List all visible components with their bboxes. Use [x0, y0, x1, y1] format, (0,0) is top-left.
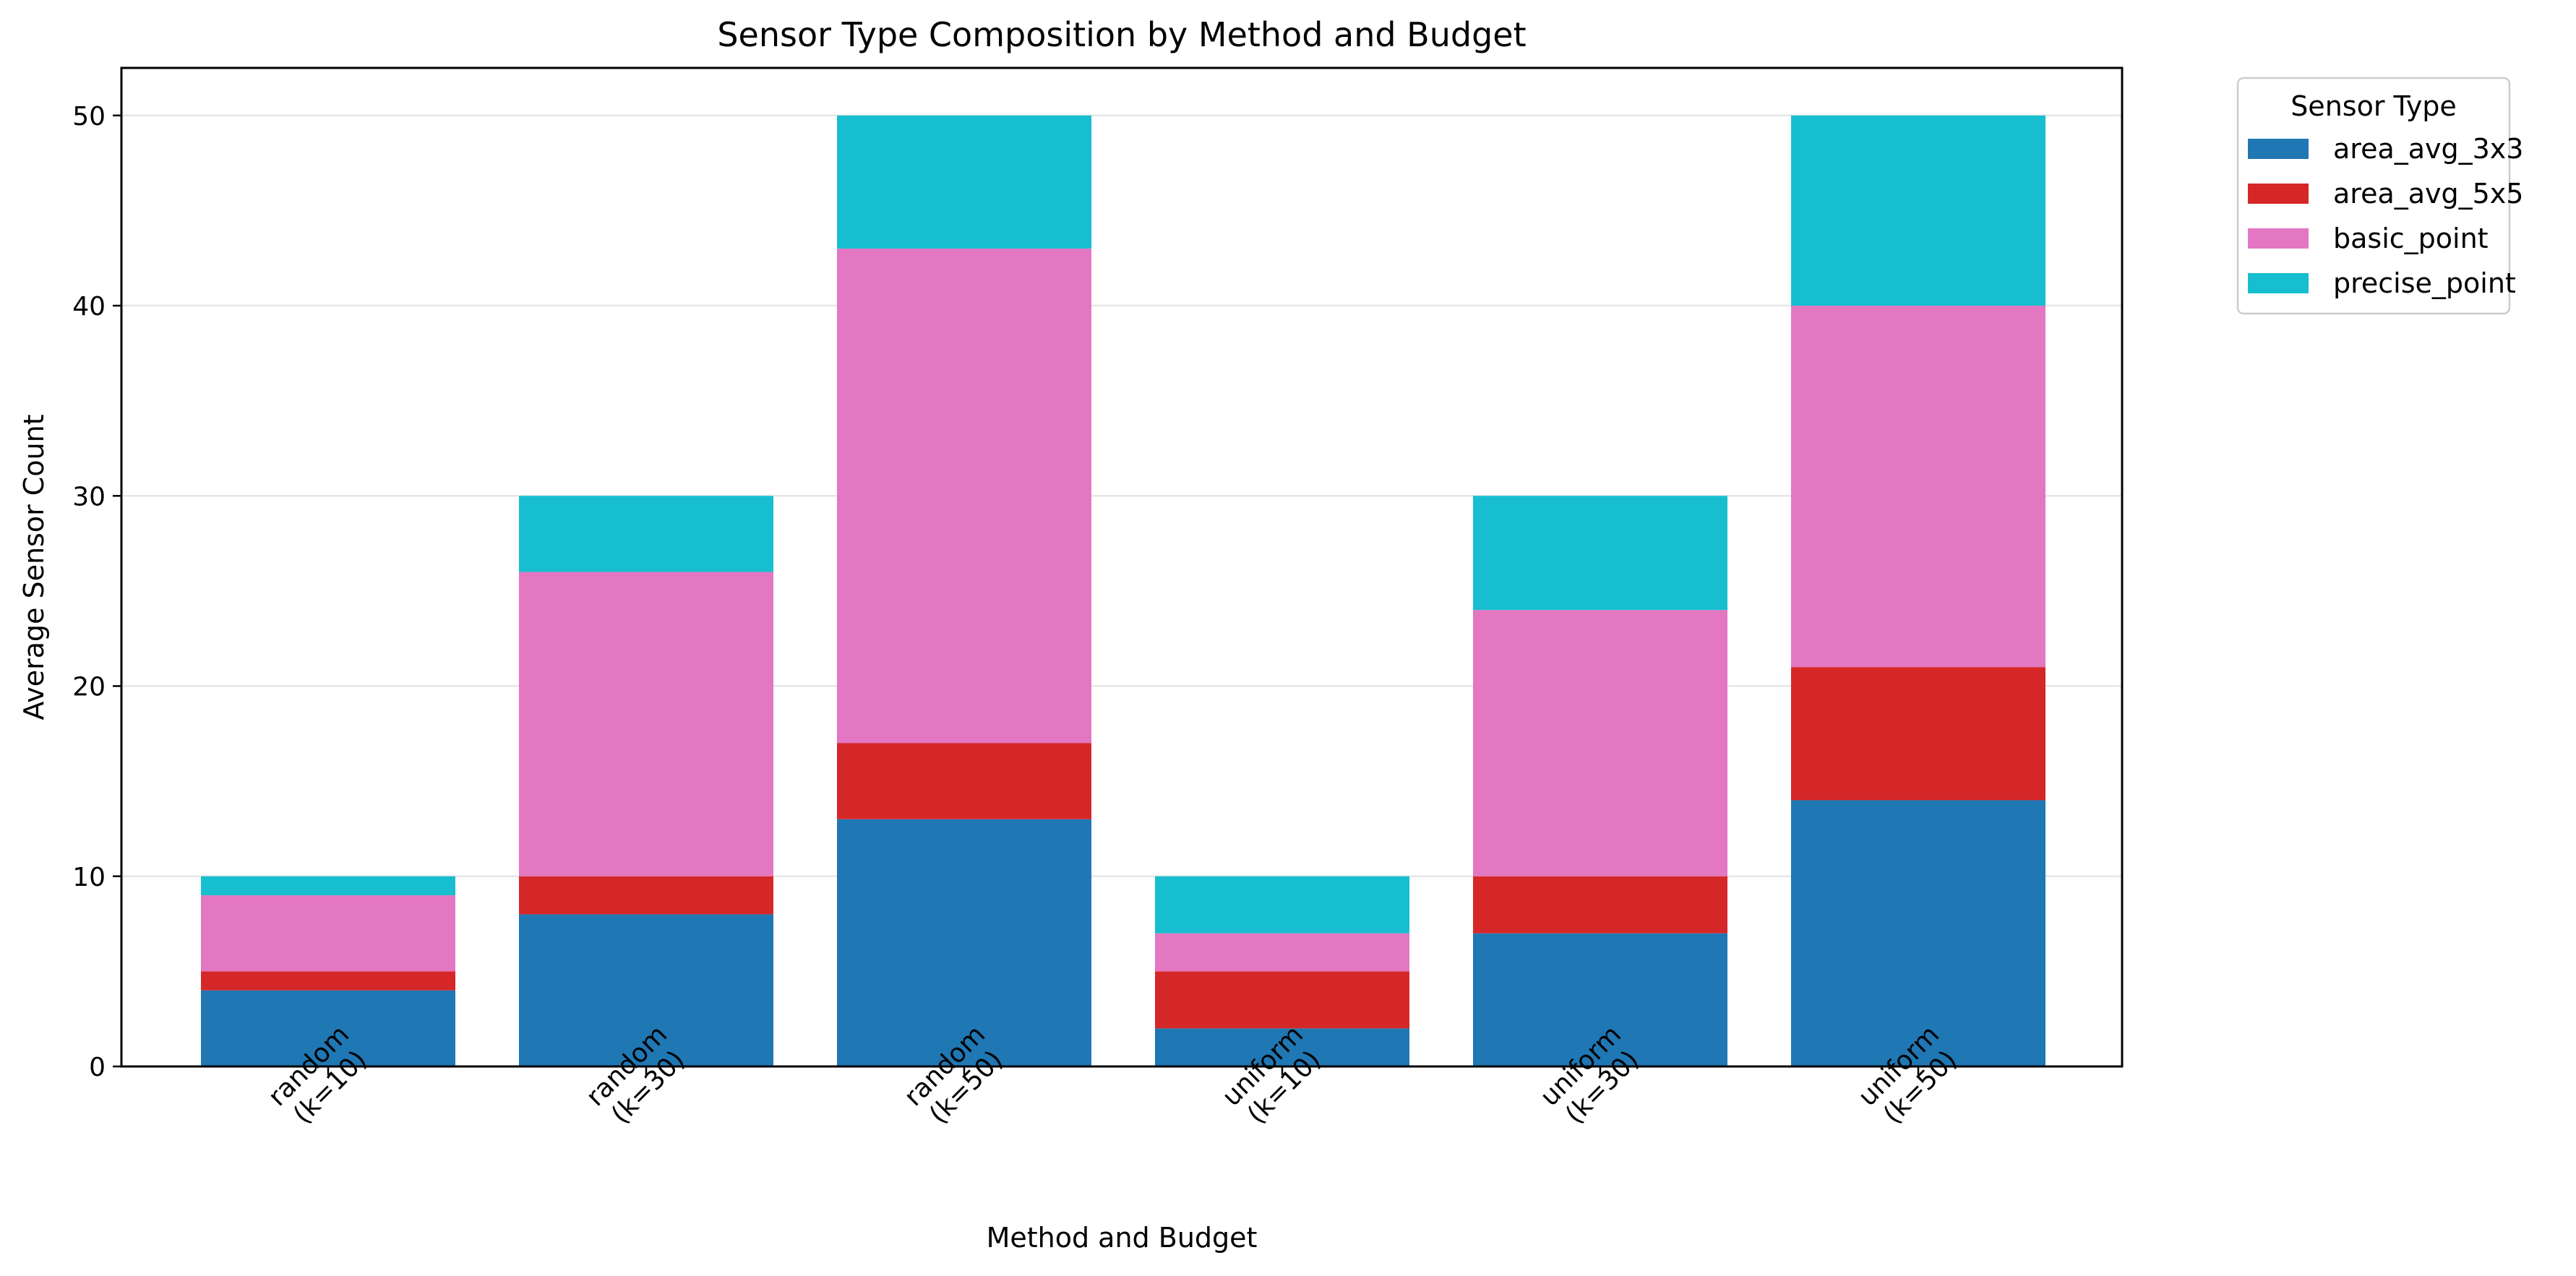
legend-label: area_avg_3x3 — [2333, 133, 2523, 165]
bar-segment — [201, 971, 455, 991]
legend-label: precise_point — [2333, 267, 2516, 299]
legend-swatch — [2248, 273, 2309, 293]
bar-segment — [837, 249, 1091, 743]
bar-segment — [1473, 933, 1727, 1066]
bars — [201, 115, 2045, 1066]
bar-segment — [1791, 306, 2045, 668]
bar-segment — [1473, 876, 1727, 934]
bar-segment — [1155, 1028, 1409, 1066]
bar-segment — [1473, 610, 1727, 876]
chart-title: Sensor Type Composition by Method and Bu… — [717, 15, 1526, 54]
x-axis-title: Method and Budget — [987, 1222, 1258, 1254]
bar-segment — [837, 819, 1091, 1066]
bar-segment — [837, 743, 1091, 819]
legend-label: basic_point — [2333, 223, 2489, 254]
bar-segment — [1473, 496, 1727, 611]
bar-segment — [837, 115, 1091, 249]
y-axis: 0 10 20 30 40 50 — [72, 102, 121, 1082]
bar-segment — [201, 895, 455, 972]
bar-segment — [519, 572, 773, 876]
legend-items: area_avg_3x3 area_avg_5x5 basic_pointpreci… — [2248, 133, 2523, 299]
bar-segment — [1155, 876, 1409, 934]
bar-segment — [1791, 115, 2045, 306]
bar-segment — [201, 990, 455, 1066]
bar-segment — [1791, 800, 2045, 1066]
y-tick-label: 30 — [72, 482, 106, 512]
legend-label: area_avg_5x5 — [2333, 178, 2523, 210]
legend-frame — [2236, 77, 2511, 315]
bar-segment — [519, 496, 773, 572]
y-tick-label: 40 — [72, 292, 106, 322]
y-tick-label: 0 — [89, 1053, 106, 1082]
plot-frame — [120, 66, 2124, 1068]
bar-segment — [1155, 933, 1409, 972]
bar-segment — [201, 876, 455, 896]
y-axis-title: Average Sensor Count — [18, 414, 50, 720]
y-tick-label: 10 — [72, 863, 106, 892]
legend-title: Sensor Type — [2291, 90, 2457, 122]
bar-segment — [1791, 667, 2045, 801]
bar-segment — [1155, 971, 1409, 1029]
legend-swatch — [2248, 139, 2309, 159]
y-tick-label: 20 — [72, 673, 106, 702]
y-tick-label: 50 — [72, 102, 106, 132]
bar-segment — [519, 876, 773, 915]
legend-swatch — [2248, 184, 2309, 204]
legend-swatch — [2248, 228, 2309, 249]
legend: Sensor Type area_avg_3x3 area_avg_5x5basi… — [2236, 77, 2523, 315]
bar-segment — [519, 914, 773, 1066]
